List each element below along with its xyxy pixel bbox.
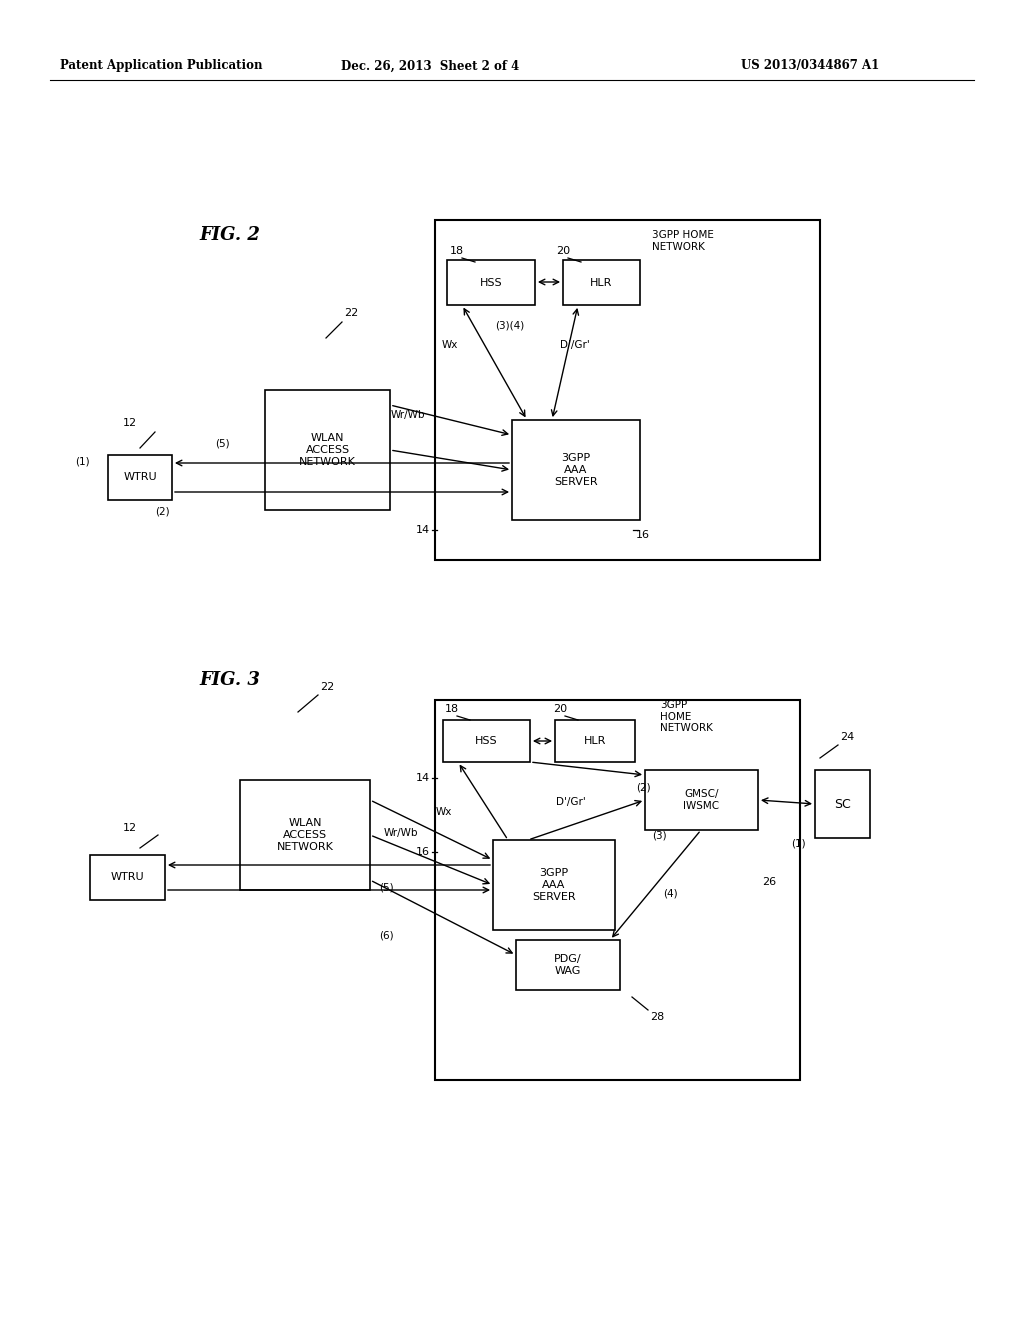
Bar	[240, 780, 370, 890]
Bar	[447, 260, 535, 305]
Text: D'/Gr': D'/Gr'	[560, 341, 590, 350]
Bar	[512, 420, 640, 520]
Text: 3GPP
AAA
SERVER: 3GPP AAA SERVER	[554, 453, 598, 487]
Bar	[493, 840, 615, 931]
Text: 22: 22	[319, 682, 334, 692]
Text: (2): (2)	[636, 783, 650, 793]
Bar	[90, 855, 165, 900]
Text: WLAN
ACCESS
NETWORK: WLAN ACCESS NETWORK	[276, 818, 334, 851]
Text: 16: 16	[636, 531, 650, 540]
Text: (1): (1)	[792, 838, 806, 847]
Text: 20: 20	[553, 704, 567, 714]
Text: (3)(4): (3)(4)	[496, 319, 524, 330]
Text: GMSC/
IWSMC: GMSC/ IWSMC	[683, 789, 720, 810]
Text: (1): (1)	[76, 457, 90, 467]
Text: (2): (2)	[155, 507, 169, 517]
Text: 20: 20	[556, 246, 570, 256]
Bar	[645, 770, 758, 830]
Text: (5): (5)	[379, 883, 394, 894]
Text: (3): (3)	[652, 830, 667, 840]
Text: Wx: Wx	[435, 807, 452, 817]
Text: (4): (4)	[663, 888, 678, 898]
Text: 18: 18	[445, 704, 459, 714]
Text: 26: 26	[762, 876, 776, 887]
Text: 18: 18	[450, 246, 464, 256]
Bar	[435, 700, 800, 1080]
Text: HSS: HSS	[479, 277, 503, 288]
Text: Wr/Wb: Wr/Wb	[390, 411, 425, 420]
Bar	[265, 389, 390, 510]
Text: 12: 12	[123, 822, 137, 833]
Text: PDG/
WAG: PDG/ WAG	[554, 954, 582, 975]
Text: 12: 12	[123, 418, 137, 428]
Text: Patent Application Publication: Patent Application Publication	[60, 59, 262, 73]
Text: FIG. 3: FIG. 3	[200, 671, 260, 689]
Text: Dec. 26, 2013  Sheet 2 of 4: Dec. 26, 2013 Sheet 2 of 4	[341, 59, 519, 73]
Bar	[443, 719, 530, 762]
Text: 3GPP
AAA
SERVER: 3GPP AAA SERVER	[532, 869, 575, 902]
Text: Wr/Wb: Wr/Wb	[384, 828, 418, 838]
Text: 3GPP HOME
NETWORK: 3GPP HOME NETWORK	[652, 230, 714, 252]
Text: WLAN
ACCESS
NETWORK: WLAN ACCESS NETWORK	[299, 433, 356, 466]
Text: D'/Gr': D'/Gr'	[556, 797, 586, 807]
Text: 16: 16	[416, 847, 430, 857]
Bar	[516, 940, 620, 990]
Text: FIG. 2: FIG. 2	[200, 226, 260, 244]
Text: 14: 14	[416, 774, 430, 783]
Text: 22: 22	[344, 308, 358, 318]
Bar	[563, 260, 640, 305]
Text: US 2013/0344867 A1: US 2013/0344867 A1	[741, 59, 880, 73]
Bar	[108, 455, 172, 500]
Text: SC: SC	[835, 797, 851, 810]
Text: Wx: Wx	[441, 341, 458, 350]
Bar	[815, 770, 870, 838]
Text: WTRU: WTRU	[111, 873, 144, 883]
Text: HLR: HLR	[590, 277, 612, 288]
Text: HLR: HLR	[584, 737, 606, 746]
Text: 28: 28	[650, 1012, 665, 1022]
Text: 3GPP
HOME
NETWORK: 3GPP HOME NETWORK	[660, 700, 713, 733]
Text: HSS: HSS	[475, 737, 498, 746]
Text: (5): (5)	[215, 438, 229, 447]
Text: WTRU: WTRU	[123, 473, 157, 483]
Bar	[555, 719, 635, 762]
Text: 24: 24	[840, 733, 854, 742]
Bar	[435, 220, 820, 560]
Text: (6): (6)	[379, 931, 394, 940]
Text: 14: 14	[416, 525, 430, 535]
